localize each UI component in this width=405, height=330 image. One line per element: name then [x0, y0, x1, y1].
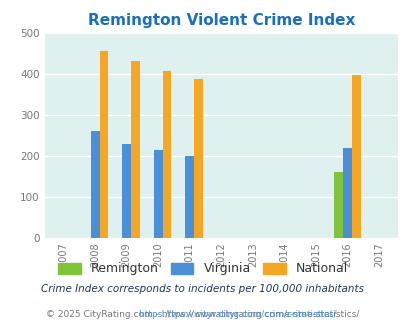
Bar	[153, 149, 162, 238]
Bar	[194, 79, 202, 238]
Title: Remington Violent Crime Index: Remington Violent Crime Index	[87, 13, 354, 28]
Bar	[122, 144, 131, 238]
Bar	[131, 61, 140, 238]
Bar	[351, 75, 360, 238]
Bar	[342, 148, 351, 238]
Text: Crime Index corresponds to incidents per 100,000 inhabitants: Crime Index corresponds to incidents per…	[41, 284, 364, 294]
Bar	[162, 72, 171, 238]
Bar	[185, 156, 194, 238]
Text: © 2025 CityRating.com - https://www.cityrating.com/crime-statistics/: © 2025 CityRating.com - https://www.city…	[46, 310, 359, 319]
Legend: Remington, Virginia, National: Remington, Virginia, National	[54, 259, 351, 279]
Bar	[99, 51, 108, 238]
Text: https://www.cityrating.com/crime-statistics/: https://www.cityrating.com/crime-statist…	[70, 310, 335, 319]
Bar	[333, 172, 342, 238]
Bar	[90, 131, 99, 238]
